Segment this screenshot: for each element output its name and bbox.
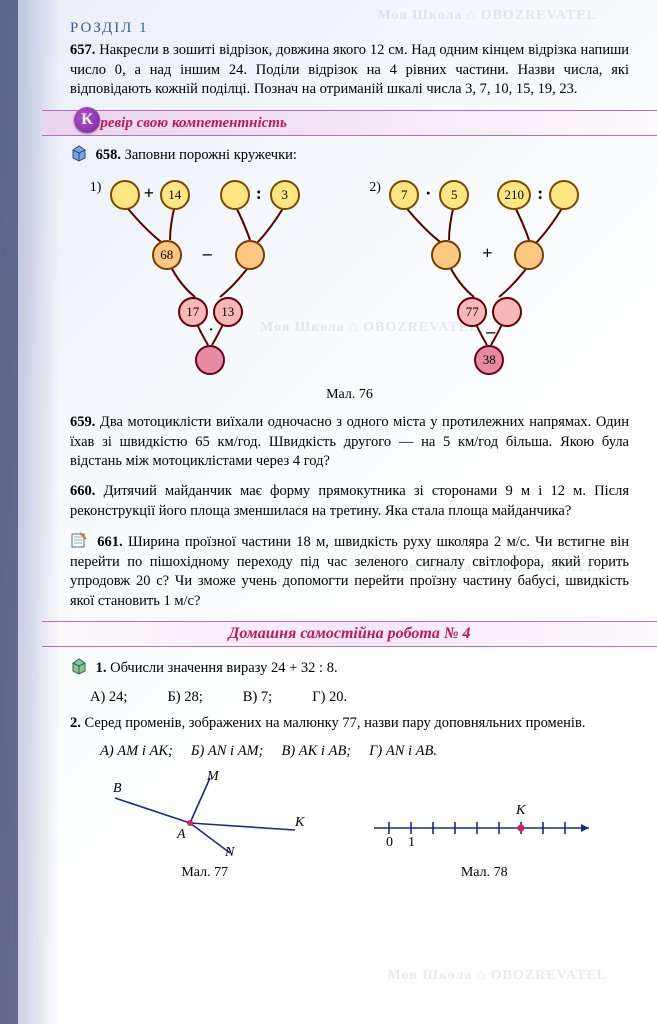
opt-c: В) 7; bbox=[243, 689, 272, 706]
node bbox=[235, 240, 265, 270]
watermark: Моя Школа ⌂ OBOZREVATEL bbox=[388, 968, 607, 984]
number-line: K 0 1 bbox=[364, 788, 604, 858]
task-658: 658. Заповни порожні кружечки: bbox=[70, 144, 629, 166]
op: – bbox=[486, 321, 495, 342]
task-text: Два мотоциклісти виїхали одночасно з одн… bbox=[70, 414, 629, 469]
label-B: B bbox=[113, 781, 122, 796]
opt-a: А) AM і AK; bbox=[100, 743, 173, 760]
hw-task-1: 1. Обчисли значення виразу 24 + 32 : 8. bbox=[70, 657, 629, 679]
figure-caption-76: Мал. 76 bbox=[70, 387, 629, 403]
opt-d: Г) AN і AB. bbox=[369, 743, 437, 760]
figure-77: B M A N K Мал. 77 bbox=[95, 768, 315, 891]
task-text: Накресли в зошиті відрізок, довжина яког… bbox=[70, 42, 629, 97]
homework-title: Домашня самостійна робота № 4 bbox=[228, 625, 470, 642]
notebook-icon bbox=[70, 531, 88, 549]
node: 14 bbox=[160, 180, 190, 210]
section-header: РОЗДІЛ 1 bbox=[70, 20, 629, 37]
hw-task-2: 2. Серед променів, зображених на малюнку… bbox=[70, 714, 629, 734]
tree-diagram-2: 2) 7 5 210 · : + 77 – 38 bbox=[369, 175, 609, 385]
node: 68 bbox=[152, 240, 182, 270]
node bbox=[195, 345, 225, 375]
competence-title: Перевір свою компетентність bbox=[82, 115, 287, 131]
figure-caption-77: Мал. 77 bbox=[95, 865, 315, 881]
rays-diagram: B M A N K bbox=[95, 768, 315, 858]
label-M: M bbox=[206, 769, 220, 784]
label-A: A bbox=[176, 827, 186, 842]
page-spine bbox=[0, 0, 18, 1024]
task-number: 660. bbox=[70, 483, 95, 499]
label-N: N bbox=[224, 845, 235, 858]
opt-b: Б) AN і AM; bbox=[191, 743, 264, 760]
task-number: 661. bbox=[97, 534, 122, 550]
node: 3 bbox=[270, 180, 300, 210]
node: 17 bbox=[178, 297, 208, 327]
op: – bbox=[203, 243, 212, 264]
op: + bbox=[482, 243, 492, 264]
op: + bbox=[144, 183, 154, 204]
tick-0: 0 bbox=[386, 835, 393, 850]
task-660: 660. Дитячий майданчик має форму прямоку… bbox=[70, 482, 629, 521]
tree-label: 2) bbox=[369, 180, 381, 196]
opt-a: А) 24; bbox=[90, 689, 127, 706]
task-659: 659. Два мотоциклісти виїхали одночасно … bbox=[70, 413, 629, 472]
node bbox=[220, 180, 250, 210]
label-K: K bbox=[294, 815, 305, 830]
tick-1: 1 bbox=[408, 835, 415, 850]
task-657: 657. Накресли в зошиті відрізок, довжина… bbox=[70, 41, 629, 100]
cube-icon bbox=[70, 657, 88, 675]
tree-diagram-1: 1) 14 3 + : 68 – 17 13 · bbox=[90, 175, 330, 385]
cube-icon bbox=[70, 144, 88, 162]
label-K: K bbox=[515, 803, 526, 818]
task-text: Заповни порожні кружечки: bbox=[125, 147, 297, 163]
op: : bbox=[256, 183, 262, 204]
task-text: Дитячий майданчик має форму прямокутника… bbox=[70, 483, 629, 519]
task-number: 659. bbox=[70, 414, 95, 430]
task-number: 658. bbox=[96, 147, 121, 163]
opt-c: В) AK і AB; bbox=[281, 743, 351, 760]
task-number: 657. bbox=[70, 42, 95, 58]
page: Моя Школа ⌂ OBOZREVATEL Моя Школа ⌂ OBOZ… bbox=[0, 0, 657, 1024]
hw1-options: А) 24; Б) 28; В) 7; Г) 20. bbox=[90, 689, 629, 706]
task-text: Серед променів, зображених на малюнку 77… bbox=[85, 715, 586, 731]
op: · bbox=[425, 183, 431, 204]
task-661: 661. Ширина проїзної частини 18 м, швидк… bbox=[70, 531, 629, 611]
homework-banner: Домашня самостійна робота № 4 bbox=[42, 621, 657, 647]
diagram-row-76: 1) 14 3 + : 68 – 17 13 · bbox=[70, 175, 629, 385]
competence-banner: К Перевір свою компетентність bbox=[42, 110, 657, 136]
figure-78: K 0 1 Мал. 78 bbox=[364, 788, 604, 891]
figure-row: B M A N K Мал. 77 bbox=[70, 768, 629, 891]
figure-caption-78: Мал. 78 bbox=[364, 865, 604, 881]
task-number: 2. bbox=[70, 715, 81, 731]
task-number: 1. bbox=[96, 660, 107, 676]
op: : bbox=[537, 183, 543, 204]
op: · bbox=[209, 323, 214, 339]
task-text: Ширина проїзної частини 18 м, швидкість … bbox=[70, 534, 629, 609]
opt-b: Б) 28; bbox=[167, 689, 202, 706]
hw2-options: А) AM і AK; Б) AN і AM; В) AK і AB; Г) A… bbox=[100, 743, 629, 760]
k-badge-icon: К bbox=[74, 107, 100, 133]
node bbox=[110, 180, 140, 210]
node: 13 bbox=[213, 297, 243, 327]
tree-label: 1) bbox=[90, 180, 102, 196]
opt-d: Г) 20. bbox=[312, 689, 347, 706]
task-text: Обчисли значення виразу 24 + 32 : 8. bbox=[110, 660, 337, 676]
